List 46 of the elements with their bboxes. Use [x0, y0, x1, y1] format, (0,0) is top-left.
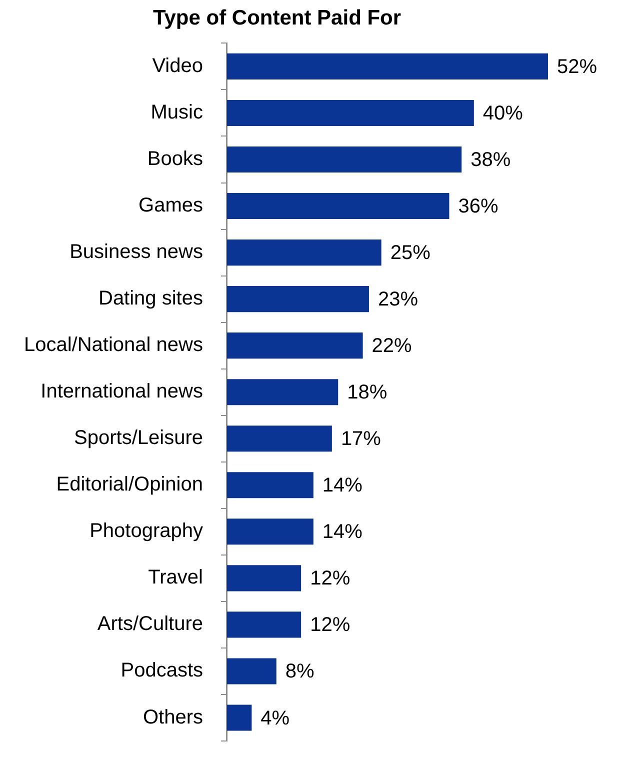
- y-tick-label: Local/National news: [24, 334, 203, 356]
- bar: [226, 472, 314, 498]
- bar: [226, 100, 474, 126]
- y-tick-label: Arts/Culture: [97, 613, 203, 636]
- data-label: 22%: [372, 335, 412, 358]
- data-label: 52%: [557, 56, 598, 78]
- bar: [226, 565, 302, 592]
- y-tick-label: Dating sites: [98, 288, 203, 310]
- data-label: 25%: [390, 242, 431, 264]
- data-label: 12%: [310, 614, 350, 636]
- data-label: 18%: [347, 382, 388, 404]
- bar: [226, 240, 382, 266]
- chart-title: Type of Content Paid For: [152, 6, 402, 30]
- data-label: 14%: [322, 474, 363, 497]
- y-tick-label: Books: [147, 148, 203, 170]
- y-tick-label: Podcasts: [120, 660, 203, 682]
- y-tick-label: Business news: [70, 241, 203, 264]
- bar: [226, 146, 462, 173]
- bar: [226, 53, 548, 80]
- data-label: 23%: [378, 288, 418, 311]
- y-tick-label: Video: [152, 54, 203, 77]
- bar: [226, 192, 450, 220]
- y-tick-label: Sports/Leisure: [74, 427, 203, 450]
- y-tick-label: Music: [150, 101, 203, 124]
- data-label: 40%: [482, 102, 524, 124]
- data-label: 8%: [285, 660, 315, 683]
- bar: [226, 612, 302, 638]
- bar: [226, 332, 363, 359]
- bar: [226, 518, 314, 545]
- y-tick-label: Games: [138, 194, 203, 217]
- data-label: 17%: [340, 428, 382, 450]
- data-label: 38%: [470, 149, 511, 172]
- data-label: 4%: [260, 707, 290, 730]
- bar: [226, 426, 332, 452]
- bar: [226, 286, 369, 312]
- data-label: 14%: [322, 521, 363, 544]
- y-tick-label: Others: [142, 706, 203, 728]
- data-label: 12%: [310, 568, 350, 590]
- bar: [226, 658, 276, 684]
- y-tick-label: Editorial/Opinion: [56, 474, 203, 496]
- bar: [226, 704, 252, 731]
- bar: [226, 379, 338, 406]
- data-label: 36%: [458, 196, 498, 218]
- y-tick-label: International news: [40, 380, 203, 403]
- y-tick-label: Travel: [148, 566, 203, 589]
- y-tick-label: Photography: [90, 520, 203, 542]
